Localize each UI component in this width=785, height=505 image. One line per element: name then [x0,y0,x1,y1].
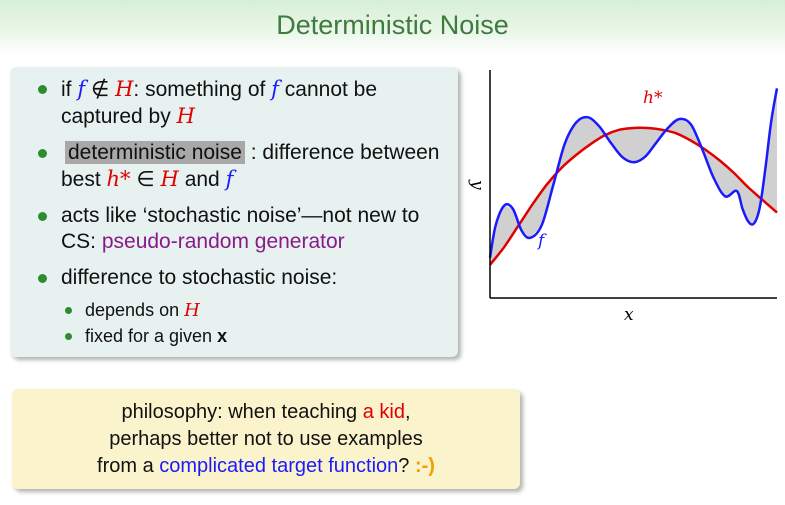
x-axis-label: x [624,305,634,325]
symbol-f: f [225,167,234,191]
philosophy-note-box: philosophy: when teaching a kid, perhaps… [12,389,520,489]
philosophy-note: philosophy: when teaching a kid, perhaps… [97,401,435,477]
symbol-h-set: H [184,300,200,321]
kid-highlight: a kid [362,401,405,423]
bullet-item-4: difference to stochastic noise: depends … [35,265,445,348]
symbol-h-set: H [160,167,179,191]
annotation-h-star: h* [643,88,663,108]
smiley-icon: :-) [414,455,435,477]
symbol-f: f [77,77,86,101]
bullet-dot-icon [38,212,47,221]
bullet-dot-icon [65,307,72,314]
page-title: Deterministic Noise [276,10,509,40]
bullet-item-3: acts like ‘stochastic noise’—not new to … [35,203,445,255]
highlighted-term: deterministic noise [65,141,245,164]
symbol-h-star: h* [106,167,131,191]
bullet-dot-icon [38,149,47,158]
symbol-h-set: H [115,77,134,101]
bullet-list: if f ∉ H: something of f cannot be captu… [35,76,445,358]
annotation-f: f [536,231,547,251]
noise-fill-area [490,88,777,265]
sub-bullet-item-1: depends on H [61,299,445,322]
bullet-dot-icon [65,333,72,340]
symbol-f: f [271,77,279,101]
series-line-f [488,88,779,258]
main-points-box: if f ∉ H: something of f cannot be captu… [10,67,458,357]
series-line-h-star [489,126,778,266]
sub-bullet-list: depends on H fixed for a given x [61,299,445,348]
symbol-h-set: H [176,104,195,128]
y-axis-label: y [467,179,487,190]
pseudo-random-link: pseudo-random generator [101,230,345,253]
sub-bullet-item-2: fixed for a given x [61,325,445,348]
target-function-highlight: complicated target function [159,455,399,477]
bullet-dot-icon [38,85,47,94]
symbol-x: x [217,326,228,346]
bullet-item-2: deterministic noise : difference between… [35,140,445,193]
header-band [0,0,785,55]
bullet-item-1: if f ∉ H: something of f cannot be captu… [35,76,445,130]
bullet-dot-icon [38,274,47,283]
